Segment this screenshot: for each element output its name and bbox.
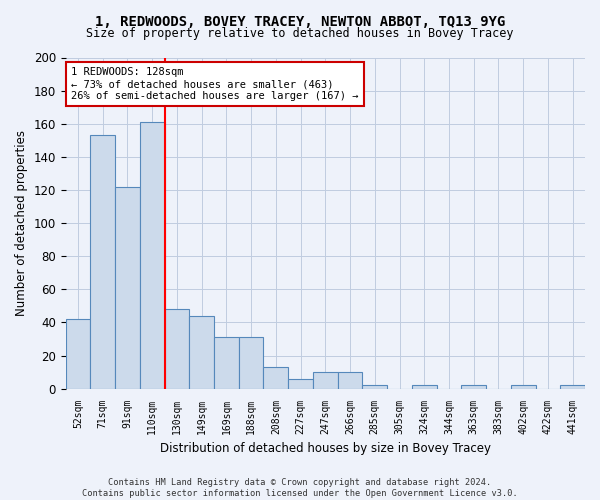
X-axis label: Distribution of detached houses by size in Bovey Tracey: Distribution of detached houses by size … [160, 442, 491, 455]
Bar [140, 122, 164, 388]
Text: Contains HM Land Registry data © Crown copyright and database right 2024.
Contai: Contains HM Land Registry data © Crown c… [82, 478, 518, 498]
Bar [263, 367, 288, 388]
Bar [214, 338, 239, 388]
Text: 1, REDWOODS, BOVEY TRACEY, NEWTON ABBOT, TQ13 9YG: 1, REDWOODS, BOVEY TRACEY, NEWTON ABBOT,… [95, 15, 505, 29]
Bar [313, 372, 338, 388]
Bar [461, 386, 486, 388]
Bar [239, 338, 263, 388]
Bar [91, 136, 115, 388]
Bar [288, 379, 313, 388]
Bar [511, 386, 536, 388]
Bar [115, 186, 140, 388]
Bar [65, 319, 91, 388]
Bar [560, 386, 585, 388]
Text: Size of property relative to detached houses in Bovey Tracey: Size of property relative to detached ho… [86, 28, 514, 40]
Bar [412, 386, 437, 388]
Bar [190, 316, 214, 388]
Bar [164, 309, 190, 388]
Bar [362, 386, 387, 388]
Y-axis label: Number of detached properties: Number of detached properties [15, 130, 28, 316]
Text: 1 REDWOODS: 128sqm
← 73% of detached houses are smaller (463)
26% of semi-detach: 1 REDWOODS: 128sqm ← 73% of detached hou… [71, 68, 358, 100]
Bar [338, 372, 362, 388]
